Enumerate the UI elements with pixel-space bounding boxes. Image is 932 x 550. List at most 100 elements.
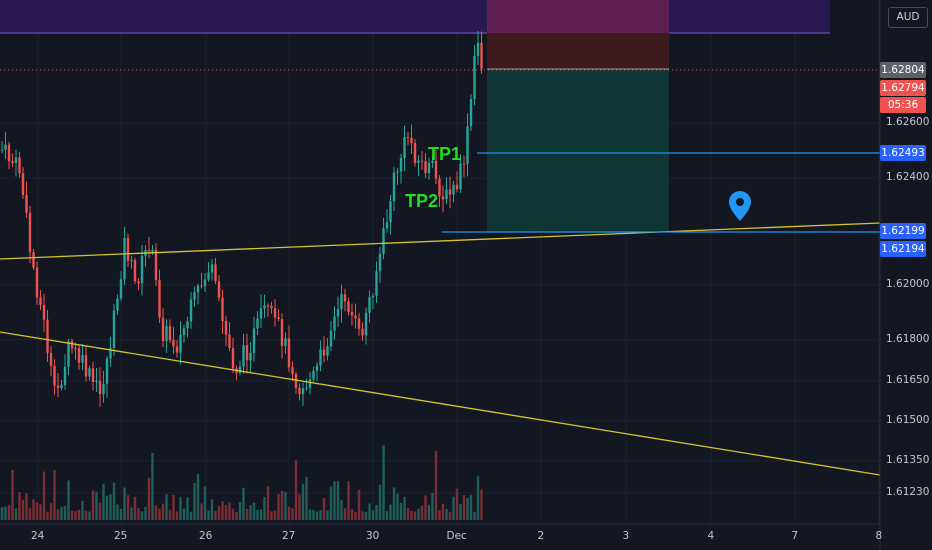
currency-button[interactable]: AUD (888, 7, 928, 28)
time-tick-label: 25 (114, 530, 128, 542)
candle-body (137, 281, 140, 284)
volume-bar (252, 502, 256, 520)
candle-body (242, 345, 245, 367)
volume-bar (0, 507, 4, 520)
volume-bar (301, 483, 305, 520)
candle-body (396, 171, 399, 173)
price-tag-countdown: 05:36 (880, 97, 926, 113)
candle-body (42, 304, 46, 320)
volume-bar (291, 508, 294, 520)
volume-bar (140, 511, 144, 520)
volume-bar (196, 474, 200, 520)
candle-body (189, 299, 193, 322)
candle-body (249, 352, 252, 361)
volume-bar (210, 499, 214, 520)
candle-body (112, 310, 116, 349)
candle-body (88, 368, 91, 377)
volume-bar (165, 494, 168, 520)
candle-body (238, 366, 242, 374)
price-tag-last-a: 1.62804 (880, 62, 926, 78)
candle-body (70, 341, 74, 349)
candle-body (476, 42, 480, 57)
volume-bar (35, 502, 39, 520)
volume-bar (305, 476, 308, 520)
candle-body (158, 280, 161, 318)
volume-bar (266, 486, 270, 520)
candle-body (473, 56, 476, 100)
stop-zone (487, 33, 669, 69)
volume-bar (11, 469, 14, 520)
volume-bar (95, 491, 98, 520)
candle-body (56, 385, 60, 389)
volume-bar (105, 495, 109, 520)
volume-bar (322, 497, 326, 520)
candle-body (466, 126, 469, 164)
volume-bar (350, 508, 354, 520)
target-zone (487, 69, 669, 232)
volume-bar (343, 508, 347, 520)
candle-body (119, 279, 123, 299)
candle-body (95, 380, 98, 383)
location-pin-icon[interactable] (729, 191, 751, 221)
volume-bar (144, 506, 147, 520)
volume-bar (189, 511, 193, 520)
candle-body (123, 237, 126, 280)
stop-zone-upper (487, 0, 669, 33)
volume-bar (126, 495, 130, 520)
candle-body (175, 346, 179, 353)
volume-bar (70, 510, 74, 520)
candle-body (326, 346, 329, 356)
candle-body (480, 42, 483, 69)
candle-body (364, 312, 368, 336)
candle-body (154, 249, 158, 281)
volume-bar (413, 511, 417, 520)
volume-bar (207, 510, 210, 520)
drawn-lines (0, 152, 881, 476)
candle-body (389, 201, 392, 223)
volume-bar (357, 489, 361, 520)
candle-body (193, 292, 196, 300)
candle-body (357, 318, 361, 329)
candle-body (63, 366, 67, 385)
volume-bar (455, 488, 459, 520)
candle-body (0, 149, 4, 151)
candle-body (427, 162, 431, 174)
volume-bar (7, 504, 11, 520)
candle-body (105, 358, 109, 384)
volume-bar (399, 502, 403, 520)
tp1-label: TP1 (428, 144, 462, 164)
volume-bar (168, 509, 172, 520)
volume-bar (63, 505, 67, 520)
price-tick-label: 1.61350 (886, 454, 930, 466)
candle-body (305, 387, 308, 389)
volume-bar (445, 508, 448, 520)
volume-bar (4, 506, 7, 520)
candle-body (284, 338, 287, 346)
volume-bar (109, 494, 112, 520)
volume-bar (417, 508, 420, 520)
volume-bar (270, 511, 273, 520)
candle-body (431, 160, 434, 163)
candle-body (445, 189, 448, 200)
candle-body (350, 312, 354, 316)
volume-bar (235, 511, 238, 520)
volume-bar (46, 511, 49, 520)
price-tick-label: 1.62000 (886, 278, 930, 290)
volume-bar (336, 480, 340, 520)
candle-body (378, 253, 382, 272)
volume-bar (42, 471, 46, 520)
volume-bar (39, 504, 42, 520)
candle-body (49, 352, 53, 366)
candle-body (210, 264, 214, 273)
volume-bar (424, 495, 427, 520)
volume-bar (98, 502, 102, 520)
volume-bar (427, 504, 431, 520)
candle-body (203, 279, 207, 287)
volume-bar (396, 493, 399, 520)
volume-bar (420, 505, 424, 520)
time-tick-label: 26 (199, 530, 213, 542)
volume-bar (329, 486, 333, 520)
time-tick-label: 30 (366, 530, 380, 542)
volume-bar (480, 489, 483, 520)
